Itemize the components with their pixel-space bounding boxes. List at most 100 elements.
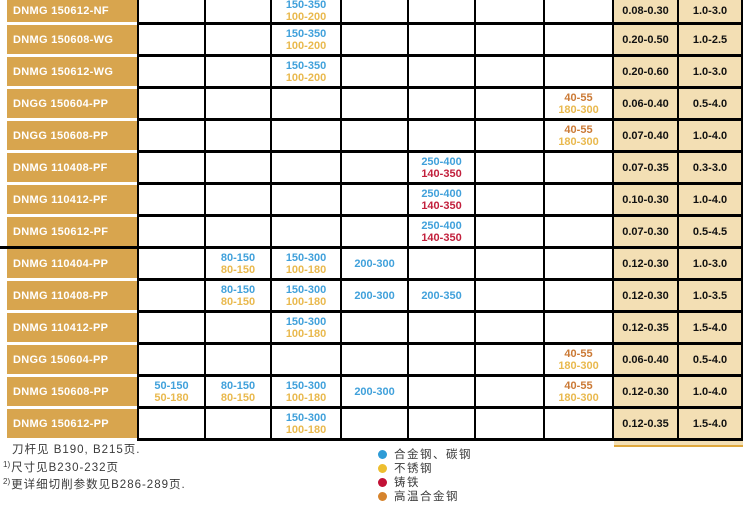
depth-cell: 1.0-4.0 (679, 121, 743, 153)
speed-cell: 200-350 (409, 281, 476, 313)
speed-cell: 200-300 (342, 377, 409, 409)
stainless-value: 100-180 (285, 423, 327, 436)
superalloy-dot-icon (378, 491, 387, 501)
speed-cell: 80-150 80-150 (206, 281, 272, 313)
steel-value: 200-300 (354, 289, 395, 302)
depth-cell: 1.5-4.0 (679, 313, 743, 345)
footnote: 2)更详细切削参数见B286-289页. (3, 475, 186, 493)
footnote-text: 更详细切削参数见B286-289页. (11, 479, 186, 491)
speed-cell: 80-150 80-150 (206, 249, 272, 281)
product-name: DNMG 110412-PP (7, 313, 137, 342)
speed-cell (342, 121, 409, 153)
product-name-cell: DNMG 150612-PF (0, 217, 137, 249)
feed-cell: 0.06-0.40 (614, 89, 679, 121)
speed-cell (206, 185, 272, 217)
stainless-value: 100-180 (285, 295, 327, 308)
stainless-value: 80-150 (220, 295, 256, 308)
steel-value: 150-300 (285, 283, 327, 296)
depth-cell: 0.5-4.0 (679, 89, 743, 121)
stainless-value: 180-300 (558, 391, 599, 404)
cast_iron-value: 140-350 (421, 231, 462, 244)
speed-cell (137, 57, 206, 89)
highlight-underline (614, 441, 743, 447)
depth-cell: 1.0-3.0 (679, 249, 743, 281)
table-row: DNMG 110404-PP 80-150 80-150 150-300 100-180… (0, 249, 743, 281)
steel-value: 150-300 (285, 315, 327, 328)
speed-cell (545, 153, 614, 185)
speed-cell (206, 217, 272, 249)
speed-cell (272, 153, 342, 185)
speed-cell (137, 249, 206, 281)
product-name: DNMG 110408-PF (7, 153, 137, 182)
steel-value: 150-350 (285, 0, 327, 11)
product-name: DNMG 110412-PF (7, 185, 137, 214)
speed-cell (409, 57, 476, 89)
product-name-cell: DNMG 110412-PP (0, 313, 137, 345)
legend-item: 合金钢、碳钢 (378, 447, 472, 461)
speed-cell (342, 89, 409, 121)
speed-cell (545, 57, 614, 89)
product-name: DNMG 110408-PP (7, 281, 137, 310)
speed-cell: 150-350 100-200 (272, 25, 342, 57)
footnote: 1)尺寸见B230-232页 (3, 458, 186, 476)
speed-cell (206, 121, 272, 153)
speed-cell: 150-350 100-200 (272, 0, 342, 25)
feed-cell: 0.20-0.50 (614, 25, 679, 57)
stainless-value: 180-300 (558, 359, 599, 372)
legend-label: 不锈钢 (394, 463, 433, 475)
steel-value: 150-300 (285, 379, 327, 392)
table-row: DNMG 150612-PF 250-400 140-350 0.07-0.30 0.5… (0, 217, 743, 249)
speed-cell (476, 409, 545, 441)
speed-cell (137, 185, 206, 217)
product-name-cell: DNMG 110408-PP (0, 281, 137, 313)
table-row: DNGG 150604-PP 40-55 180-300 0.06-0.40 0.5-4… (0, 345, 743, 377)
table-row: DNGG 150608-PP 40-55 180-300 0.07-0.40 1.0-4… (0, 121, 743, 153)
product-name: DNMG 150608-PP (7, 377, 137, 406)
steel-value: 250-400 (421, 155, 462, 168)
stainless-value: 100-200 (285, 11, 327, 23)
table-row: DNMG 110408-PP 80-150 80-150 150-300 100-180… (0, 281, 743, 313)
speed-cell (409, 89, 476, 121)
product-name-cell: DNGG 150604-PP (0, 89, 137, 121)
speed-cell (137, 121, 206, 153)
speed-cell (476, 249, 545, 281)
stainless-value: 180-300 (558, 135, 599, 148)
speed-cell (545, 409, 614, 441)
speed-cell (137, 313, 206, 345)
stainless-dot-icon (378, 463, 387, 473)
legend-label: 高温合金钢 (394, 491, 459, 503)
speed-cell: 40-55 180-300 (545, 377, 614, 409)
product-name-cell: DNMG 110412-PF (0, 185, 137, 217)
superalloy-value: 40-55 (564, 123, 593, 136)
product-name: DNGG 150608-PP (7, 121, 137, 150)
speed-cell (342, 57, 409, 89)
speed-cell (342, 153, 409, 185)
product-name: DNMG 150608-WG (7, 25, 137, 54)
stainless-value: 100-180 (285, 263, 327, 276)
speed-cell: 250-400 140-350 (409, 153, 476, 185)
speed-cell: 150-300 100-180 (272, 281, 342, 313)
speed-cell (476, 121, 545, 153)
speed-cell (545, 217, 614, 249)
table-row: DNMG 110408-PF 250-400 140-350 0.07-0.35 0.3… (0, 153, 743, 185)
speed-cell: 200-300 (342, 281, 409, 313)
table-row: DNMG 110412-PP 150-300 100-180 0.12-0.35 1.5… (0, 313, 743, 345)
steel-dot-icon (378, 449, 387, 459)
speed-cell: 250-400 140-350 (409, 185, 476, 217)
depth-cell: 1.0-3.5 (679, 281, 743, 313)
table-row: DNMG 150608-PP 50-150 50-180 80-150 80-150 15… (0, 377, 743, 409)
legend-label: 合金钢、碳钢 (394, 449, 472, 461)
speed-cell: 40-55 180-300 (545, 345, 614, 377)
depth-cell: 0.3-3.0 (679, 153, 743, 185)
cast_iron-value: 140-350 (421, 199, 462, 212)
steel-value: 150-350 (285, 27, 327, 40)
feed-cell: 0.07-0.30 (614, 217, 679, 249)
speed-cell (137, 89, 206, 121)
depth-cell: 0.5-4.0 (679, 345, 743, 377)
speed-cell: 40-55 180-300 (545, 121, 614, 153)
speed-cell (137, 217, 206, 249)
feed-cell: 0.07-0.35 (614, 153, 679, 185)
speed-cell (476, 377, 545, 409)
speed-cell (206, 409, 272, 441)
speed-cell (476, 57, 545, 89)
